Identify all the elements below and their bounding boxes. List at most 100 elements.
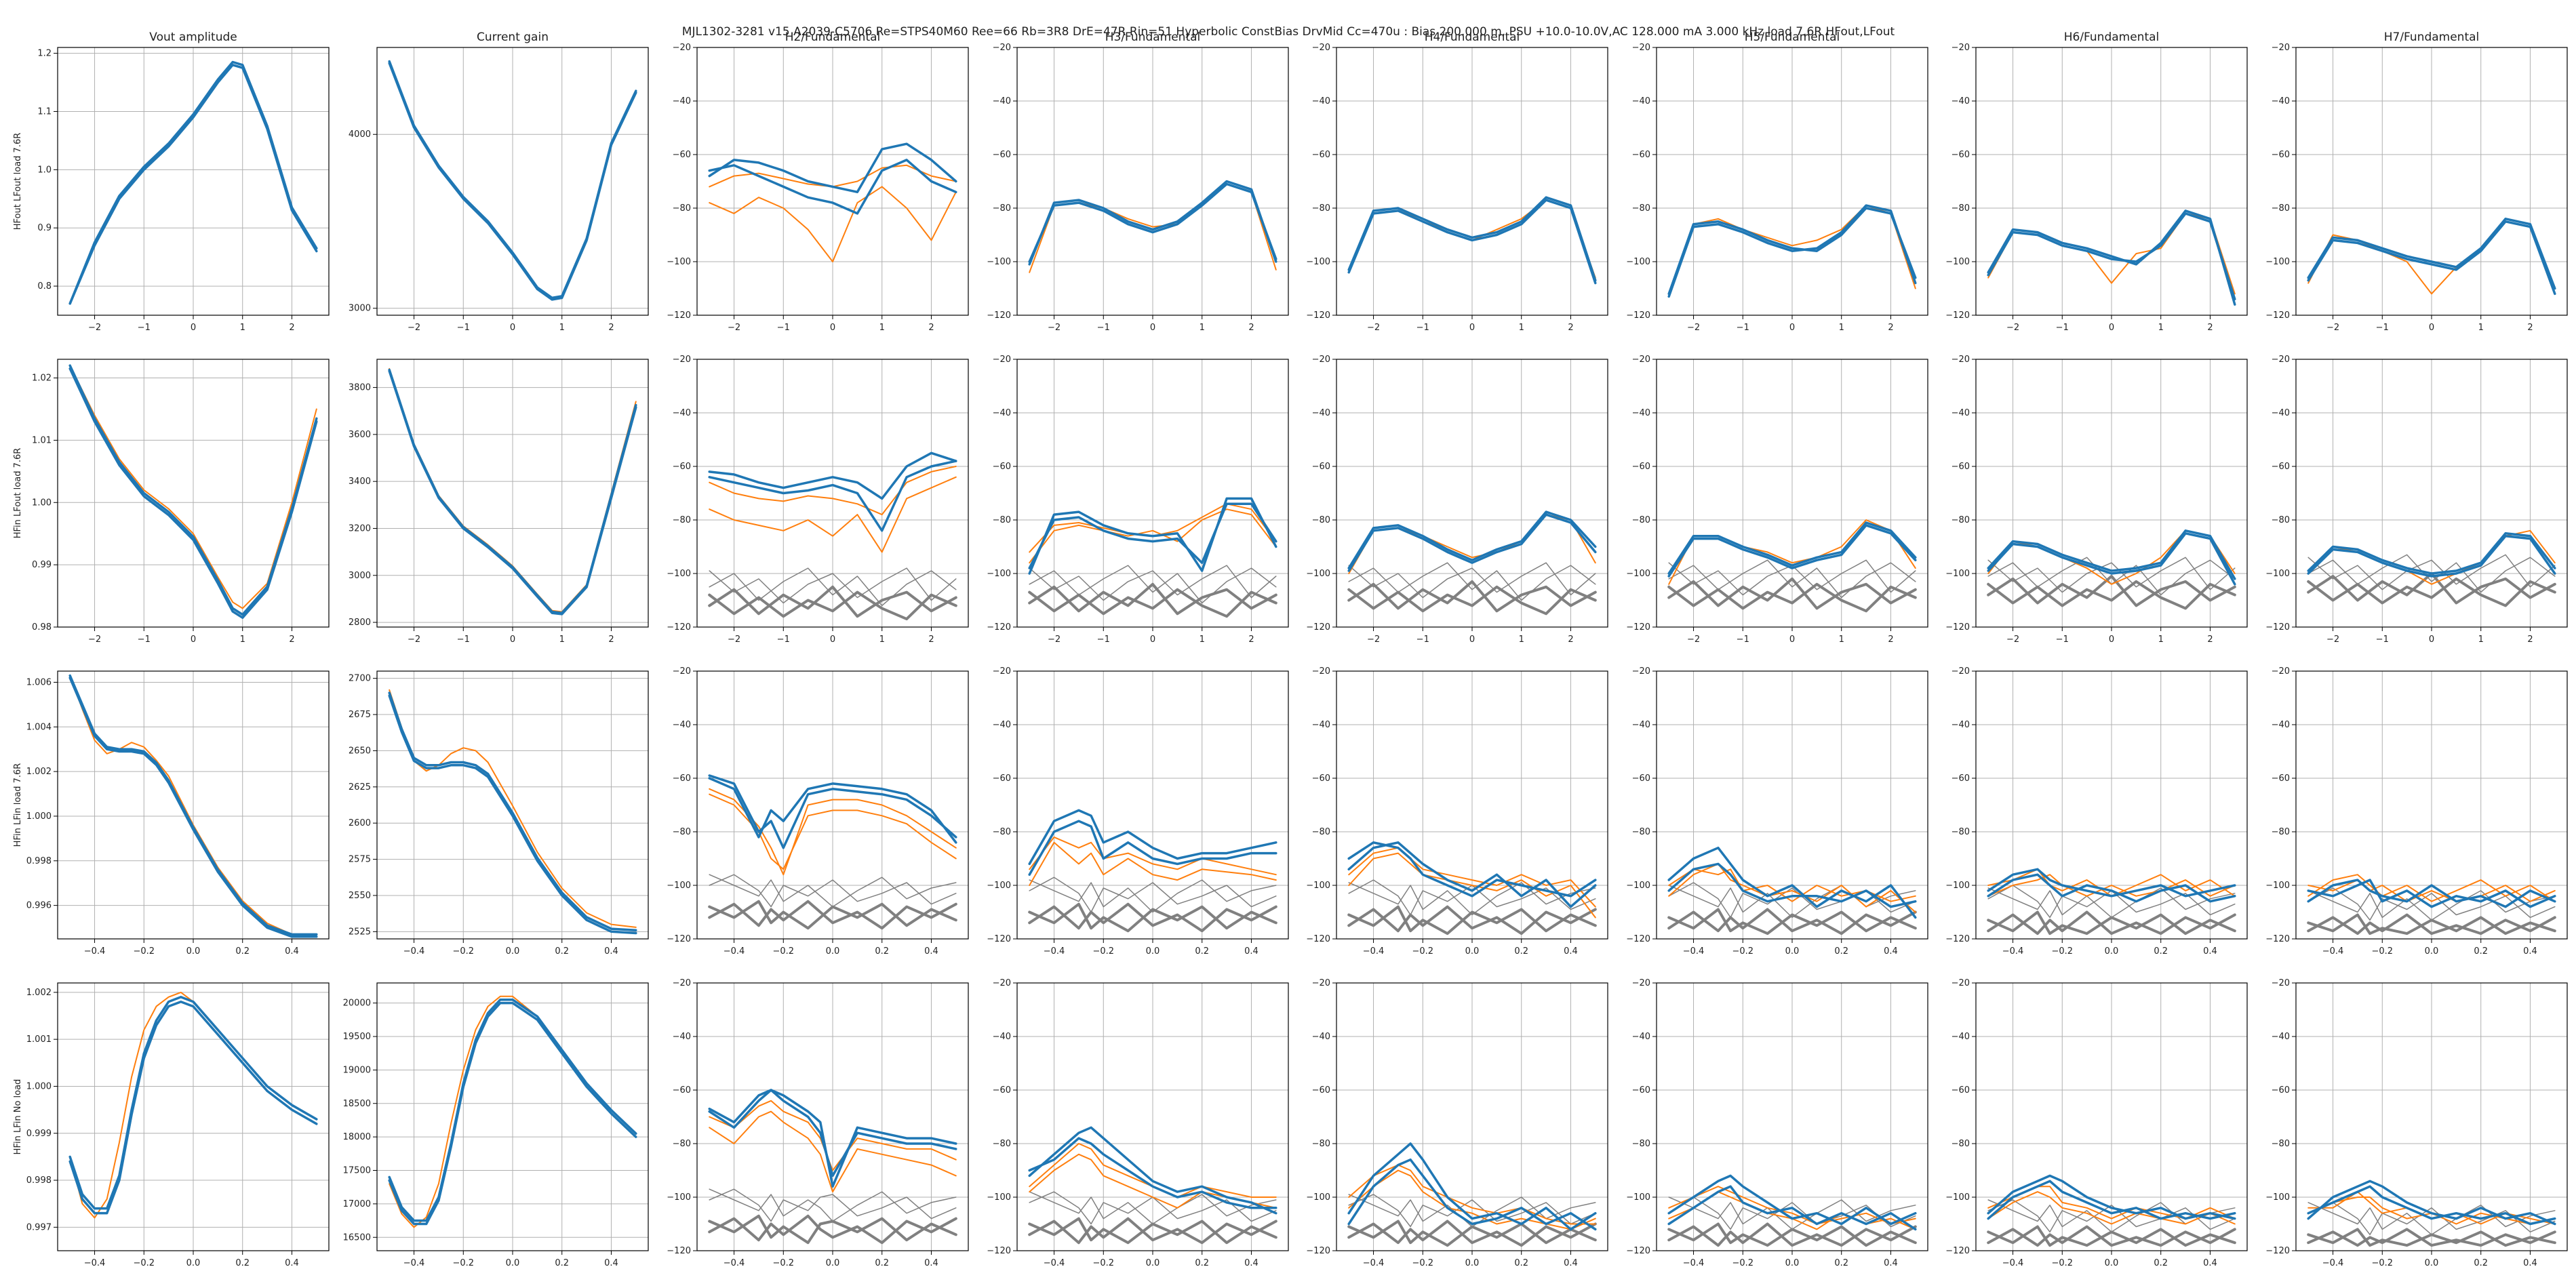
y-tick-label: −20 <box>1632 978 1650 988</box>
series-line-gray-3 <box>1667 582 1917 613</box>
y-tick-label: 2650 <box>349 746 371 756</box>
series-group <box>1667 846 1917 935</box>
series-line-orange-0 <box>69 675 317 935</box>
y-tick-label: 1.1 <box>37 106 52 117</box>
series-line-gray-3 <box>2307 913 2556 935</box>
x-tick-label: −0.4 <box>1683 946 1705 957</box>
y-tick-label: −60 <box>1951 462 1970 472</box>
series-line-gray-0 <box>2307 554 2556 593</box>
x-tick-label: −0.4 <box>2002 1258 2024 1268</box>
y-tick-label: 0.8 <box>37 281 52 291</box>
x-tick-label: −0.2 <box>133 946 155 957</box>
y-tick-label: −100 <box>2265 257 2290 267</box>
x-tick-label: 0.0 <box>1785 946 1800 957</box>
series-group <box>68 674 318 938</box>
x-tick-label: 0.4 <box>1564 946 1578 957</box>
x-tick-label: −1 <box>2376 635 2389 645</box>
y-tick-label: −100 <box>1306 881 1330 891</box>
x-tick-label: 0.4 <box>285 946 299 957</box>
x-tick-label: 1 <box>1839 323 1844 333</box>
series-line-blue-1 <box>1667 207 1917 296</box>
row-label-1: HFin LFout load 7.6R <box>13 448 23 539</box>
series-group <box>1987 868 2236 935</box>
series-line-gray-3 <box>1347 585 1597 616</box>
x-tick-label: 0 <box>191 635 196 645</box>
subplot-r0-c4: −2 −1 0 1 2 −120 −100 −80 −60 −40 −20 <box>1306 43 1608 333</box>
row-label-2: HFin LFin load 7.6R <box>13 763 23 847</box>
x-tick-label: −1 <box>1416 323 1429 333</box>
x-tick-label: −0.4 <box>403 946 425 957</box>
y-tick-label: −60 <box>993 150 1011 160</box>
series-line-gray-2 <box>1987 1225 2236 1247</box>
subplot-r0-c0: −2 −1 0 1 2 0.8 0.9 1.0 1.1 1.2 <box>37 47 330 333</box>
x-tick-label: 2 <box>289 635 294 645</box>
y-tick-label: −120 <box>1626 934 1650 944</box>
series-line-blue-7 <box>2307 879 2556 908</box>
series-line-blue-7 <box>708 774 957 849</box>
series-group <box>1028 497 1277 618</box>
y-tick-label: −20 <box>1312 978 1330 988</box>
x-tick-label: 1 <box>2478 635 2484 645</box>
x-tick-label: −2 <box>408 323 420 333</box>
series-line-gray-3 <box>1347 905 1597 935</box>
x-tick-label: 1 <box>240 323 245 333</box>
x-tick-label: −0.4 <box>2322 946 2344 957</box>
series-line-orange-4 <box>709 1110 957 1193</box>
y-tick-label: −20 <box>993 666 1011 677</box>
x-tick-label: −1 <box>777 323 790 333</box>
series-group <box>2307 1180 2556 1247</box>
y-tick-label: −120 <box>1306 1246 1330 1256</box>
x-tick-label: −0.2 <box>1092 1258 1114 1268</box>
series-group <box>1667 519 1917 613</box>
column-title-4: H4/Fundamental <box>1425 31 1520 44</box>
series-line-gray-2 <box>2307 913 2556 935</box>
y-tick-label: −120 <box>2265 1246 2290 1256</box>
series-line-blue-6 <box>1987 1174 2236 1220</box>
y-tick-label: −40 <box>673 408 691 418</box>
x-tick-label: 0.4 <box>1244 946 1259 957</box>
series-line-blue-1 <box>388 691 637 931</box>
y-tick-label: −40 <box>1632 720 1650 730</box>
x-tick-label: −1 <box>2056 323 2069 333</box>
series-line-blue-2 <box>1347 199 1597 285</box>
subplot-r2-c3: −0.4 −0.2 0.0 0.2 0.4 −120 −100 −80 −60 −40 −20 <box>987 666 1289 957</box>
y-tick-label: −60 <box>2272 773 2290 784</box>
x-tick-label: −0.4 <box>84 946 106 957</box>
series-group <box>708 451 957 621</box>
y-tick-label: 1.02 <box>32 374 52 384</box>
y-tick-label: −80 <box>1312 515 1330 525</box>
y-tick-label: 3800 <box>349 383 371 393</box>
x-tick-label: 2 <box>608 323 614 333</box>
series-line-gray-1 <box>1029 565 1277 601</box>
series-line-orange-5 <box>1987 874 2236 897</box>
series-group <box>388 367 637 616</box>
subplot-r2-c6: −0.4 −0.2 0.0 0.2 0.4 −120 −100 −80 −60 −40 −20 <box>1945 666 2248 957</box>
series-line-orange-4 <box>1348 852 1596 919</box>
y-tick-label: −120 <box>1306 934 1330 944</box>
series-line-blue-1 <box>1347 196 1597 282</box>
x-tick-label: 2 <box>1568 323 1573 333</box>
series-line-gray-2 <box>708 1214 957 1245</box>
series-line-blue-6 <box>708 777 957 844</box>
x-tick-label: 0.2 <box>2154 1258 2168 1268</box>
series-line-gray-0 <box>1348 882 1596 916</box>
x-tick-label: 0 <box>830 323 835 333</box>
x-tick-label: −0.4 <box>2322 1258 2344 1268</box>
x-tick-label: 0.0 <box>2425 1258 2439 1268</box>
x-tick-label: 0.2 <box>1514 1258 1528 1268</box>
series-line-blue-1 <box>1987 209 2236 306</box>
row-label-0: HFout LFout load 7.6R <box>13 133 23 230</box>
subplot-r2-c4: −0.4 −0.2 0.0 0.2 0.4 −120 −100 −80 −60 −40 −20 <box>1306 666 1608 957</box>
series-line-blue-3 <box>708 159 957 215</box>
y-tick-label: 19000 <box>343 1065 371 1075</box>
y-tick-label: −120 <box>987 934 1011 944</box>
y-tick-label: −20 <box>1312 43 1330 53</box>
y-tick-label: −20 <box>1951 978 1970 988</box>
y-tick-label: 2700 <box>349 674 371 684</box>
series-line-gray-2 <box>1667 577 1917 610</box>
x-tick-label: 2 <box>1888 323 1893 333</box>
x-tick-label: −2 <box>1687 323 1700 333</box>
series-line-gray-0 <box>2307 1202 2556 1236</box>
y-tick-label: −60 <box>2272 150 2290 160</box>
y-tick-label: −20 <box>1951 355 1970 365</box>
